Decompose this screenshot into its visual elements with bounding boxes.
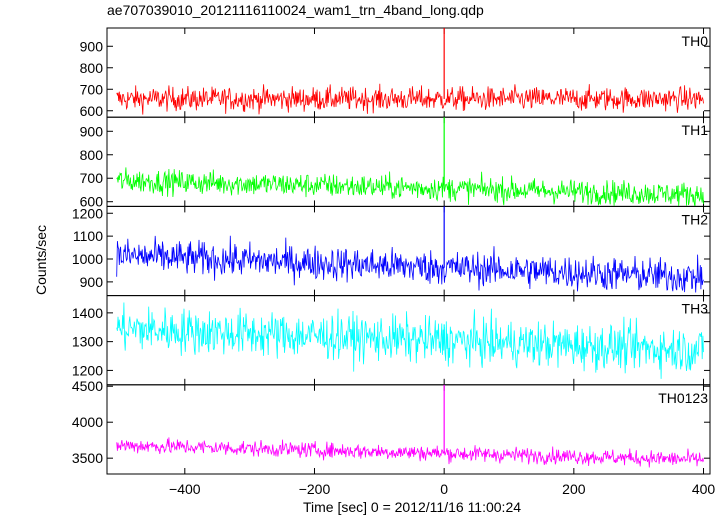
panel-label: TH0 [682, 33, 709, 49]
y-tick-label: 1300 [72, 334, 103, 350]
x-tick-label: 400 [692, 481, 716, 497]
panel-label: TH2 [682, 211, 709, 227]
y-tick-label: 800 [80, 60, 104, 76]
y-tick-label: 1100 [73, 228, 103, 244]
y-tick-label: 900 [80, 123, 104, 139]
y-tick-label: 1200 [72, 205, 103, 221]
y-axis-label: Counts/sec [33, 225, 49, 295]
series-line-th0 [116, 83, 704, 115]
y-tick-label: 700 [80, 170, 104, 186]
series-line-th0123 [116, 437, 704, 468]
x-tick-label: −400 [169, 481, 201, 497]
y-tick-label: 3500 [72, 450, 103, 466]
panel-th2: 900 1000 1100 1200 TH2 [72, 205, 711, 297]
panel-label: TH3 [682, 301, 709, 317]
panels-group: 600 700 800 900 TH0 600 700 800 900 TH1 900 1000 110… [72, 27, 716, 497]
y-tick-label: 600 [80, 103, 104, 119]
y-tick-label: 1200 [72, 362, 103, 378]
x-tick-label: −200 [299, 481, 331, 497]
y-tick-label: 1400 [72, 305, 103, 321]
x-axis-label: Time [sec] 0 = 2012/11/16 11:00:24 [303, 499, 521, 515]
series-line-th1 [116, 167, 704, 207]
series-line-th3 [116, 302, 704, 379]
panel-label: TH0123 [658, 390, 708, 406]
y-tick-label: 700 [80, 81, 104, 97]
panel-th0: 600 700 800 900 TH0 [80, 27, 711, 119]
panel-th0123: 3500 4000 4500 TH0123 [72, 378, 711, 475]
y-tick-label: 4000 [72, 414, 103, 430]
figure-title: ae707039010_20121116110024_wam1_trn_4ban… [107, 2, 484, 18]
series-line-th2 [116, 235, 704, 293]
panel-label: TH1 [682, 122, 709, 138]
y-tick-label: 600 [80, 194, 104, 210]
panel-frame [106, 205, 711, 297]
y-tick-label: 1000 [72, 251, 103, 267]
y-tick-label: 4500 [72, 378, 103, 394]
x-tick-label: 0 [440, 481, 448, 497]
panel-th3: 1200 1300 1400 TH3 [72, 295, 711, 386]
y-tick-label: 900 [80, 38, 104, 54]
panel-th1: 600 700 800 900 TH1 [80, 116, 711, 210]
y-tick-label: 800 [80, 147, 104, 163]
y-tick-label: 900 [80, 274, 104, 290]
panel-frame [106, 384, 711, 475]
x-tick-label: 200 [562, 481, 586, 497]
